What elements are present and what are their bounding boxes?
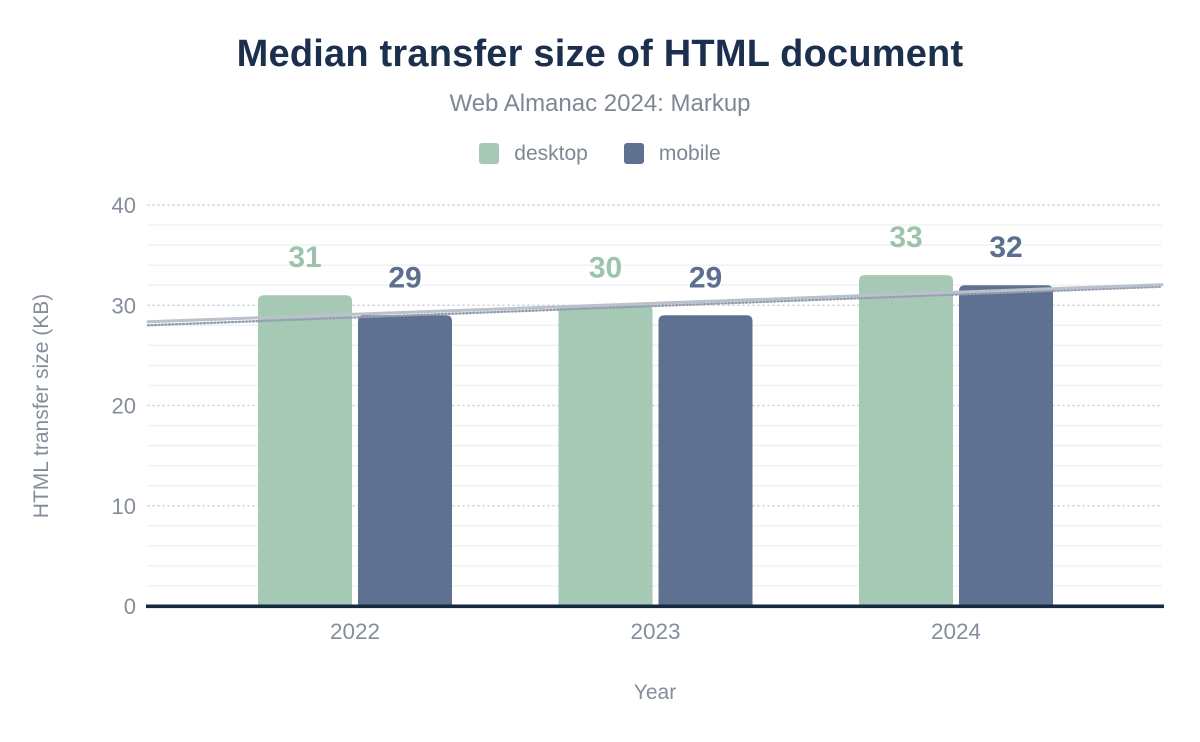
value-label-desktop-2023: 30 xyxy=(589,251,622,284)
y-tick-label: 20 xyxy=(112,394,136,419)
x-axis-line xyxy=(146,604,1164,609)
bar-mobile-2023[interactable] xyxy=(658,315,753,606)
mobile-trend-line xyxy=(146,285,1164,327)
x-tick-label: 2023 xyxy=(630,619,680,644)
y-tick-label: 40 xyxy=(112,193,136,218)
y-tick-label: 0 xyxy=(124,594,136,619)
value-label-desktop-2024: 33 xyxy=(889,221,922,254)
bar-mobile-2022[interactable] xyxy=(358,315,452,606)
bar-desktop-2022[interactable] xyxy=(258,295,352,606)
y-tick-label: 30 xyxy=(112,293,136,318)
legend-item-desktop[interactable]: desktop xyxy=(479,142,588,166)
value-label-mobile-2024: 32 xyxy=(989,231,1022,264)
chart-subtitle: Web Almanac 2024: Markup xyxy=(449,89,751,117)
chart-title: Median transfer size of HTML document xyxy=(236,33,964,75)
y-tick-label: 10 xyxy=(112,494,136,519)
bar-desktop-2024[interactable] xyxy=(859,275,953,606)
legend-swatch-desktop xyxy=(479,143,500,165)
legend-item-mobile[interactable]: mobile xyxy=(623,141,721,166)
bar-desktop-2023[interactable] xyxy=(558,305,653,606)
x-tick-label: 2022 xyxy=(330,619,380,644)
legend-swatch-mobile xyxy=(623,143,644,165)
value-label-desktop-2022: 31 xyxy=(288,241,321,274)
value-label-mobile-2022: 29 xyxy=(388,261,421,294)
legend-label-mobile: mobile xyxy=(658,141,721,165)
value-label-mobile-2023: 29 xyxy=(689,261,722,294)
x-tick-label: 2024 xyxy=(931,619,981,644)
legend: desktop mobile xyxy=(0,142,1200,166)
desktop-trend-line xyxy=(146,283,1164,324)
y-axis-title: HTML transfer size (KB) xyxy=(30,294,53,518)
chart-header: Median transfer size of HTML document We… xyxy=(0,33,1200,166)
x-axis-title: Year xyxy=(634,681,676,704)
bar-mobile-2024[interactable] xyxy=(959,285,1053,606)
legend-label-desktop: desktop xyxy=(514,141,588,165)
